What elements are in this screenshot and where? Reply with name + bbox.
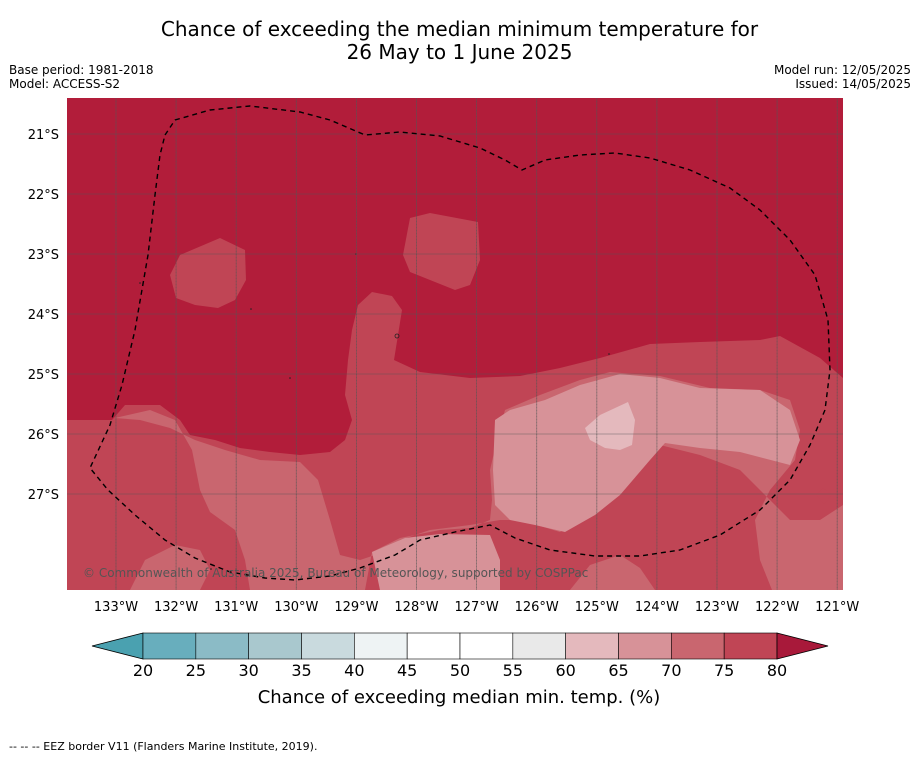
model-run: Model run: 12/05/2025 bbox=[773, 63, 911, 77]
latitude-labels: 21°S 22°S 23°S 24°S 25°S 26°S 27°S bbox=[28, 128, 59, 503]
colorbar-tick-label: 45 bbox=[397, 661, 417, 680]
colorbar-segment bbox=[671, 632, 725, 660]
colorbar-tick-label: 35 bbox=[291, 661, 311, 680]
region-75-80-blob-2 bbox=[403, 213, 480, 290]
colorbar-tick-label: 20 bbox=[133, 661, 153, 680]
eez-border bbox=[89, 105, 831, 581]
colorbar-tick-label: 50 bbox=[450, 661, 470, 680]
meta-right: Model run: 12/05/2025 Issued: 14/05/2025 bbox=[774, 63, 911, 91]
longitude-label: 129°W bbox=[334, 600, 378, 615]
longitude-label: 123°W bbox=[695, 600, 739, 615]
colorbar-tick-label: 65 bbox=[608, 661, 628, 680]
latitude-label: 27°S bbox=[28, 488, 59, 503]
colorbar-tick-label: 70 bbox=[661, 661, 681, 680]
region-70-75-bottom-mid bbox=[570, 555, 655, 590]
latitude-label: 21°S bbox=[28, 128, 59, 143]
copyright-text: © Commonwealth of Australia 2025, Bureau… bbox=[83, 566, 588, 580]
longitude-label: 121°W bbox=[815, 600, 859, 615]
island-marker-7 bbox=[210, 568, 212, 570]
colorbar-segment bbox=[354, 632, 408, 660]
region-75-80-blob-3 bbox=[816, 488, 832, 504]
island-marker-4 bbox=[289, 377, 291, 379]
colorbar-tick-label: 60 bbox=[555, 661, 575, 680]
colorbar-segment bbox=[565, 632, 619, 660]
colorbar-tick-label: 30 bbox=[238, 661, 258, 680]
longitude-label: 124°W bbox=[635, 600, 679, 615]
colorbar-segment bbox=[142, 632, 197, 660]
longitude-label: 125°W bbox=[575, 600, 619, 615]
chart-title: Chance of exceeding the median minimum t… bbox=[0, 18, 919, 64]
longitude-label: 133°W bbox=[94, 600, 138, 615]
colorbar-over-triangle bbox=[776, 632, 829, 660]
colorbar-segment bbox=[195, 632, 249, 660]
colorbar-segment bbox=[248, 632, 302, 660]
colorbar-tick-label: 75 bbox=[714, 661, 734, 680]
latitude-label: 22°S bbox=[28, 188, 59, 203]
colorbar-segment bbox=[512, 632, 566, 660]
colorbar-segment bbox=[618, 632, 672, 660]
region-60-65 bbox=[585, 402, 635, 450]
longitude-label: 131°W bbox=[214, 600, 258, 615]
region-75-80-blob-1 bbox=[170, 238, 246, 308]
latitude-label: 26°S bbox=[28, 428, 59, 443]
region-65-70-bottom bbox=[372, 534, 500, 590]
colorbar-tick-label: 25 bbox=[186, 661, 206, 680]
region-65-70 bbox=[493, 374, 800, 532]
longitude-label: 128°W bbox=[394, 600, 438, 615]
colorbar-segment bbox=[301, 632, 355, 660]
colorbar-tick-label: 55 bbox=[503, 661, 523, 680]
colorbar-segment bbox=[723, 632, 778, 660]
map-gridlines bbox=[67, 98, 843, 590]
colorbar-segment bbox=[459, 632, 514, 660]
colorbar-tick-label: 40 bbox=[344, 661, 364, 680]
latitude-label: 24°S bbox=[28, 308, 59, 323]
title-line-1: Chance of exceeding the median minimum t… bbox=[160, 17, 759, 41]
meta-left: Base period: 1981-2018 Model: ACCESS-S2 bbox=[9, 63, 154, 91]
title-line-2: 26 May to 1 June 2025 bbox=[346, 40, 573, 64]
longitude-label: 127°W bbox=[455, 600, 499, 615]
eez-footnote: -- -- -- EEZ border V11 (Flanders Marine… bbox=[9, 740, 318, 753]
island-marker-3 bbox=[250, 308, 252, 310]
latitude-label: 23°S bbox=[28, 248, 59, 263]
longitude-labels: 133°W 132°W 131°W 130°W 129°W 128°W 127°W 126°W… bbox=[94, 600, 860, 615]
colorbar: 20 25 30 35 40 45 50 55 60 65 70 75 80 bbox=[91, 632, 829, 680]
base-period: Base period: 1981-2018 bbox=[9, 63, 154, 77]
region-70-75-bottom-left bbox=[130, 545, 210, 590]
island-marker-6 bbox=[139, 282, 141, 284]
colorbar-tick-label: 80 bbox=[767, 661, 787, 680]
longitude-label: 132°W bbox=[154, 600, 198, 615]
colorbar-segment bbox=[406, 632, 461, 660]
model-name: Model: ACCESS-S2 bbox=[9, 77, 121, 91]
longitude-label: 130°W bbox=[274, 600, 318, 615]
colorbar-under-triangle bbox=[91, 632, 144, 660]
longitude-label: 122°W bbox=[755, 600, 799, 615]
latitude-label: 25°S bbox=[28, 368, 59, 383]
colorbar-label: Chance of exceeding median min. temp. (%… bbox=[258, 687, 661, 708]
longitude-label: 126°W bbox=[515, 600, 559, 615]
island-marker-5 bbox=[608, 353, 610, 355]
issued-date: Issued: 14/05/2025 bbox=[795, 77, 911, 91]
island-marker-1 bbox=[394, 333, 400, 339]
map-area bbox=[67, 98, 843, 590]
